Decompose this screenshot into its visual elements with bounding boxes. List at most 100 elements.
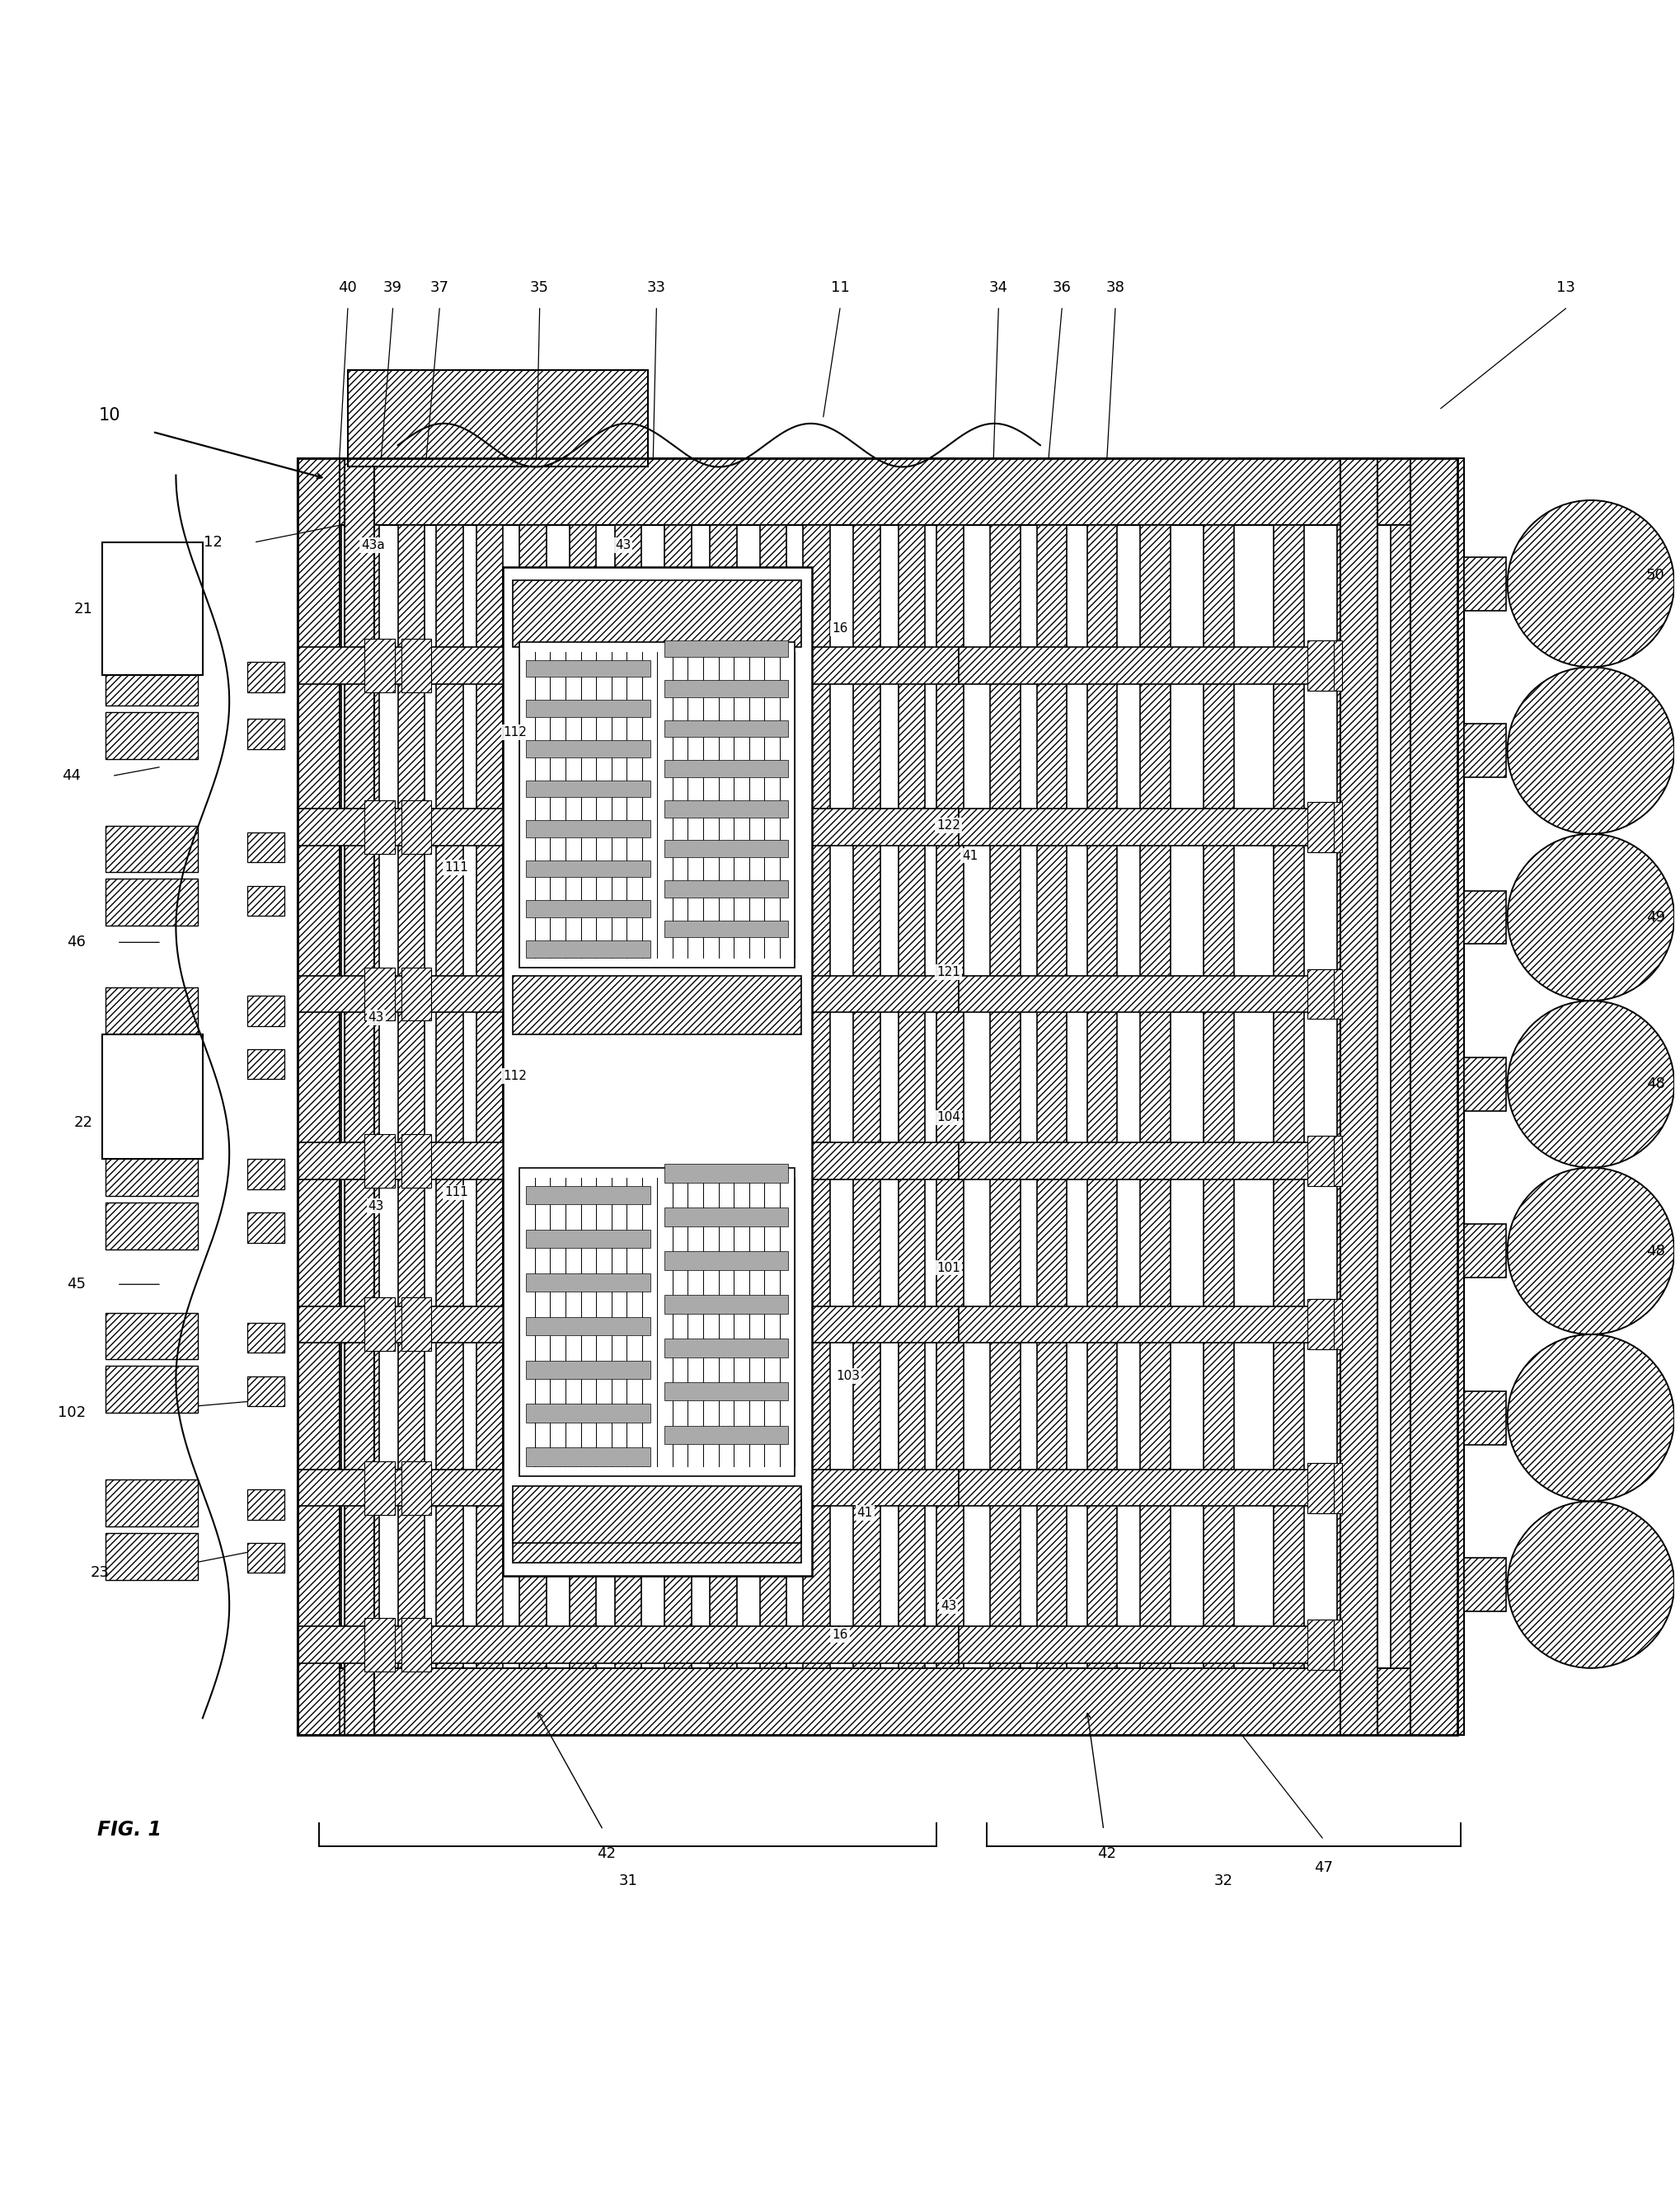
Bar xyxy=(526,900,650,918)
Bar xyxy=(402,800,432,854)
Bar xyxy=(247,1377,284,1407)
Bar xyxy=(959,647,1346,684)
Text: 48: 48 xyxy=(1646,1243,1665,1259)
Text: 35: 35 xyxy=(531,280,549,295)
Bar xyxy=(664,1252,788,1269)
Bar xyxy=(1337,524,1368,1667)
Text: 122: 122 xyxy=(936,819,961,832)
Text: 111: 111 xyxy=(444,861,469,874)
Text: 22: 22 xyxy=(74,1114,92,1130)
Text: 50: 50 xyxy=(1646,568,1665,583)
Bar xyxy=(1307,802,1334,852)
Bar xyxy=(344,459,375,1735)
Bar xyxy=(664,1339,788,1357)
Bar xyxy=(664,1165,788,1182)
Bar xyxy=(526,780,650,798)
Text: 16: 16 xyxy=(832,1628,848,1641)
Bar xyxy=(1315,1619,1342,1669)
Bar xyxy=(247,996,284,1025)
Circle shape xyxy=(1507,1335,1675,1501)
Bar xyxy=(664,640,788,658)
Bar xyxy=(1141,524,1171,1667)
Bar xyxy=(512,1499,801,1562)
Bar xyxy=(1315,640,1342,690)
Bar xyxy=(1307,1464,1334,1512)
Bar xyxy=(1087,524,1117,1667)
Text: 43: 43 xyxy=(941,1599,956,1613)
Text: 112: 112 xyxy=(502,725,526,739)
Bar xyxy=(759,524,786,1667)
Bar xyxy=(402,968,432,1020)
Bar xyxy=(664,680,788,697)
Text: 48: 48 xyxy=(1646,1077,1665,1092)
Bar xyxy=(664,800,788,817)
Bar xyxy=(353,524,380,1667)
Bar xyxy=(247,719,284,749)
Bar xyxy=(1273,524,1304,1667)
Bar xyxy=(106,988,198,1034)
Text: 37: 37 xyxy=(430,280,449,295)
Bar xyxy=(803,524,830,1667)
Bar xyxy=(106,1534,198,1580)
Bar xyxy=(664,721,788,736)
Text: 42: 42 xyxy=(596,1846,617,1862)
Bar xyxy=(1315,1300,1342,1350)
Text: 103: 103 xyxy=(837,1370,860,1383)
Text: 43a: 43a xyxy=(361,540,385,551)
Bar xyxy=(1463,723,1505,778)
Bar xyxy=(247,832,284,863)
Bar xyxy=(615,524,642,1667)
Text: 16: 16 xyxy=(832,623,848,636)
Bar xyxy=(1411,459,1463,1735)
Bar xyxy=(959,808,1346,846)
Bar xyxy=(365,638,395,693)
Bar xyxy=(526,741,650,758)
Bar xyxy=(402,1134,432,1189)
Text: 121: 121 xyxy=(936,966,961,979)
Bar xyxy=(502,566,811,1575)
Text: 101: 101 xyxy=(936,1261,961,1274)
Bar xyxy=(247,662,284,693)
Bar xyxy=(664,760,788,778)
Text: 49: 49 xyxy=(1646,909,1665,924)
Bar xyxy=(526,1405,650,1422)
Text: 104: 104 xyxy=(936,1112,961,1123)
Bar xyxy=(664,1383,788,1401)
Bar xyxy=(106,826,198,872)
Bar xyxy=(437,524,464,1667)
Bar xyxy=(297,459,1457,1735)
Bar xyxy=(664,920,788,937)
Text: 112: 112 xyxy=(502,1071,526,1082)
Bar xyxy=(937,524,963,1667)
Text: 44: 44 xyxy=(62,769,81,782)
Bar xyxy=(1307,1619,1334,1669)
Bar xyxy=(512,1486,801,1543)
Bar xyxy=(1315,1136,1342,1186)
Text: 41: 41 xyxy=(963,850,978,861)
Bar xyxy=(1463,1392,1505,1444)
Text: 13: 13 xyxy=(1556,280,1576,295)
Text: FIG. 1: FIG. 1 xyxy=(97,1820,161,1840)
Bar xyxy=(959,1471,1346,1505)
Bar xyxy=(526,660,650,677)
Bar xyxy=(1307,640,1334,690)
Bar xyxy=(106,658,198,706)
Text: 38: 38 xyxy=(1105,280,1124,295)
Text: 46: 46 xyxy=(67,935,86,950)
Bar xyxy=(526,940,650,957)
Bar xyxy=(990,524,1020,1667)
Text: 10: 10 xyxy=(97,406,119,424)
Bar xyxy=(1463,557,1505,610)
Bar xyxy=(1315,802,1342,852)
Text: 39: 39 xyxy=(383,280,402,295)
Bar xyxy=(106,878,198,926)
Text: 21: 21 xyxy=(74,601,92,616)
Bar xyxy=(102,1034,203,1160)
Bar xyxy=(512,977,801,1034)
Bar xyxy=(106,1479,198,1527)
Bar xyxy=(853,524,880,1667)
Bar xyxy=(664,1296,788,1313)
Text: 33: 33 xyxy=(647,280,665,295)
Bar xyxy=(247,1213,284,1243)
Text: 45: 45 xyxy=(67,1276,86,1291)
